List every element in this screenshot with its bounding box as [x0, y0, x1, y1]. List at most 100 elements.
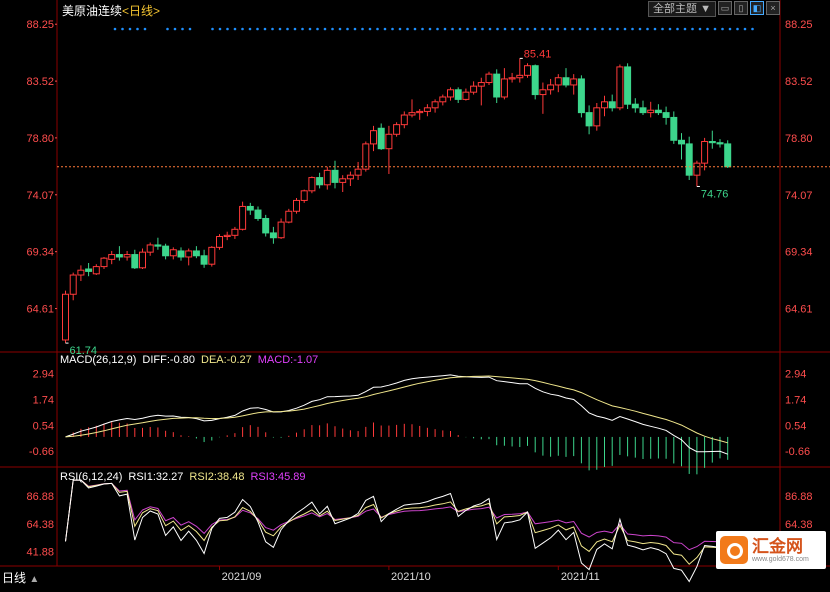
candle-body	[400, 114, 408, 126]
marker-dot	[428, 27, 432, 31]
marker-dot	[518, 27, 522, 31]
candle-body	[92, 266, 100, 275]
macd-dea: DEA:-0.27	[201, 354, 252, 366]
candle-body	[439, 96, 447, 103]
theme-select[interactable]: 全部主题 ▼	[648, 1, 716, 17]
marker-dot	[631, 27, 634, 31]
candle-body	[69, 274, 77, 295]
marker-dot	[713, 27, 717, 31]
candle-body	[647, 109, 655, 114]
candle-body	[277, 221, 285, 239]
marker-dot	[683, 27, 687, 31]
marker-dot	[316, 27, 319, 31]
instrument-name: 美原油连续	[62, 4, 123, 18]
marker-dot	[113, 27, 117, 31]
triangle-icon[interactable]: ▲	[29, 574, 40, 585]
candle-body	[485, 73, 493, 84]
rsi-tick-left: 86.88	[26, 491, 54, 503]
marker-dot	[391, 27, 394, 31]
candle-body	[316, 177, 324, 186]
marker-dot	[121, 27, 124, 31]
candle-body	[454, 89, 462, 100]
candle-body	[408, 112, 416, 116]
marker-dot	[511, 27, 514, 31]
macd-tick-right: -0.66	[785, 446, 810, 458]
macd-tick-right: 0.54	[785, 420, 806, 432]
candle-body	[131, 254, 139, 269]
macd-tick-right: 1.74	[785, 394, 806, 406]
candle-body	[639, 107, 647, 114]
macd-tick-right: 2.94	[785, 368, 806, 380]
candle-body	[177, 250, 185, 258]
candle-body	[223, 234, 231, 238]
rsi-tick-left: 64.38	[26, 519, 54, 531]
candle-body	[385, 133, 393, 150]
candle-body	[123, 254, 131, 258]
marker-dot	[368, 27, 372, 31]
marker-dot	[496, 27, 499, 31]
marker-dot	[721, 27, 724, 31]
marker-dot	[128, 27, 132, 31]
candle-body	[285, 210, 293, 223]
rsi-tick-right: 86.88	[785, 491, 813, 503]
candle-body	[462, 91, 470, 100]
candle-body	[447, 89, 454, 98]
candle-body	[185, 250, 193, 258]
brand-icon	[720, 536, 748, 564]
marker-dot	[181, 27, 184, 31]
macd-name[interactable]: MACD(26,12,9)	[60, 354, 137, 366]
brand-url: www.gold678.com	[752, 555, 809, 563]
marker-dot	[646, 27, 649, 31]
candle-body	[585, 112, 593, 127]
candle-body	[477, 82, 485, 87]
marker-dot	[638, 27, 642, 31]
rsi2-line	[65, 479, 729, 565]
rsi-name[interactable]: RSI(6,12,24)	[60, 471, 123, 483]
macd-tick-left: 2.94	[33, 368, 54, 380]
marker-dot	[398, 27, 402, 31]
marker-dot	[458, 27, 462, 31]
candle-body	[354, 168, 362, 176]
marker-dot	[361, 27, 364, 31]
marker-dot	[286, 27, 289, 31]
candle-body	[254, 209, 262, 219]
candle-body	[554, 77, 562, 86]
marker-dot	[263, 27, 267, 31]
marker-dot	[751, 27, 754, 31]
candle-body	[616, 66, 624, 109]
brand-name: 汇金网	[752, 536, 803, 556]
macd-header: MACD(26,12,9) DIFF:-0.80 DEA:-0.27 MACD:-1.…	[60, 354, 324, 366]
candle-body	[601, 101, 608, 109]
marker-dot	[676, 27, 679, 31]
candle-body	[577, 78, 585, 114]
macd-diff: DIFF:-0.80	[142, 354, 195, 366]
chart-icon[interactable]: ▯	[734, 1, 748, 15]
macd-tick-left: 1.74	[33, 394, 54, 406]
candle-body	[724, 143, 732, 168]
candle-body	[416, 110, 424, 114]
marker-dot	[383, 27, 387, 31]
candle-body	[377, 127, 385, 150]
toggle-icon[interactable]: ◧	[750, 1, 764, 15]
rsi1-value: RSI1:32.27	[128, 471, 184, 483]
period-label[interactable]: <日线>	[122, 4, 161, 18]
candle-body	[608, 101, 616, 109]
low-annotation: 61.74	[70, 345, 98, 357]
candle-body	[154, 244, 162, 247]
close-icon[interactable]: ×	[766, 1, 780, 15]
marker-dot	[413, 27, 417, 31]
window-icon[interactable]: ▭	[718, 1, 732, 15]
candle-body	[208, 246, 216, 265]
marker-dot	[346, 27, 349, 31]
candle-body	[139, 251, 146, 269]
macd-tick-left: 0.54	[33, 420, 54, 432]
marker-dot	[226, 27, 229, 31]
marker-dot	[278, 27, 282, 31]
period-switch[interactable]: 日线 ▲	[2, 571, 40, 585]
marker-dot	[706, 27, 709, 31]
candle-body	[531, 65, 539, 96]
marker-dot	[533, 27, 537, 31]
high-annotation: 85.41	[524, 48, 552, 60]
candle-body	[393, 124, 401, 135]
